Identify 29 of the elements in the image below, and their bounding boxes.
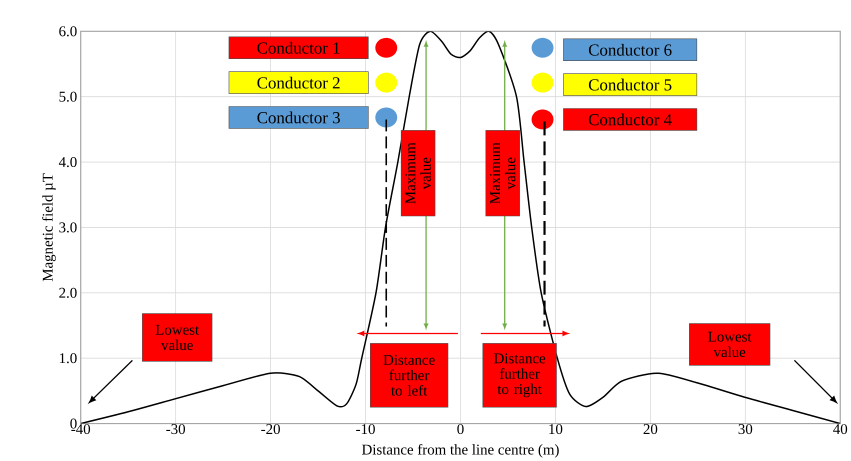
- y-tick-label: 2.0: [59, 288, 77, 298]
- x-tick-label: 10: [549, 424, 562, 434]
- x-tick-label: -30: [166, 424, 186, 434]
- x-tick-label: 0: [457, 424, 464, 434]
- annotation: Conductor 3: [257, 112, 340, 124]
- annotation: Conductor 4: [588, 114, 672, 126]
- y-tick-label: 3.0: [59, 222, 77, 233]
- y-tick-label: 4.0: [58, 157, 77, 168]
- annotation: Conductor 2: [257, 76, 340, 89]
- x-axis-title: Distance from the line centre (m): [362, 444, 559, 458]
- annotation: Conductor 6: [588, 44, 672, 56]
- annotation: Distance further to left: [384, 354, 435, 396]
- x-tick-label: -10: [356, 424, 375, 434]
- x-tick-label: -20: [261, 424, 280, 434]
- annotation: Lowest value: [156, 324, 200, 350]
- x-tick-label: 30: [738, 424, 752, 434]
- annotation: Conductor 5: [588, 78, 672, 91]
- annotation: Maximum value: [490, 142, 516, 204]
- annotation: Conductor 1: [257, 42, 340, 54]
- x-tick-label: 40: [833, 424, 848, 434]
- annotation: Distance further to right: [494, 353, 546, 398]
- y-axis-title: Magnetic field µT: [42, 173, 56, 282]
- annotation: Lowest value: [708, 332, 752, 358]
- y-tick-label: 5.0: [59, 92, 77, 102]
- y-tick-label: 1.0: [60, 353, 77, 364]
- y-tick-label: 6.0: [59, 26, 77, 36]
- line-series: [80, 31, 840, 424]
- x-tick-label: 20: [644, 424, 658, 434]
- annotation: Maximum value: [405, 142, 431, 204]
